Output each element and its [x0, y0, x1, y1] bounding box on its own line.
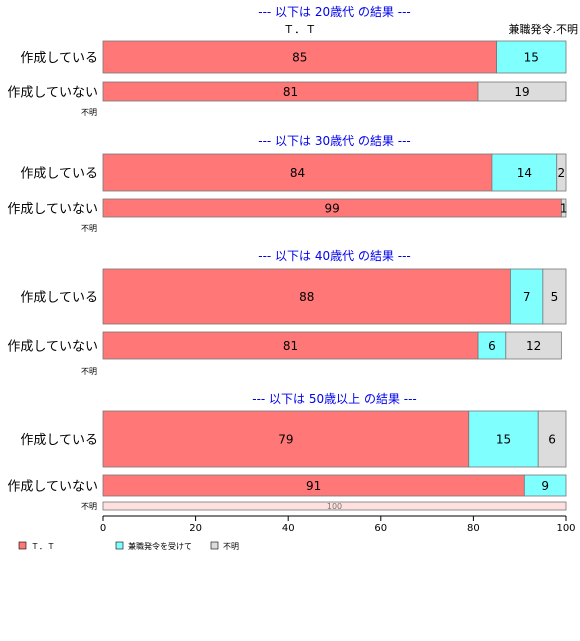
data-label: 9	[541, 479, 549, 493]
data-label: 7	[523, 290, 531, 304]
x-tick-label: 100	[556, 523, 575, 534]
data-label: 19	[514, 85, 529, 99]
panel-title: --- 以下は 40歳代 の結果 ---	[258, 249, 411, 263]
x-tick-label: 20	[189, 523, 202, 534]
x-tick-label: 40	[282, 523, 295, 534]
row-label: 作成している	[20, 291, 98, 306]
bar-segment-tt	[102, 268, 511, 325]
row-label: 作成していない	[7, 86, 98, 101]
panel-title: --- 以下は 20歳代 の結果 ---	[258, 5, 411, 19]
bar-segment-kenshoku	[523, 474, 567, 497]
bar-segment-fumei	[477, 81, 567, 102]
data-label: 100	[327, 502, 342, 511]
data-label: 88	[299, 290, 314, 304]
data-label: 85	[292, 51, 307, 65]
data-label: 6	[548, 433, 556, 447]
x-tick-label: 0	[100, 523, 106, 534]
panel-title: --- 以下は 30歳代 の結果 ---	[258, 134, 411, 148]
row-label: 作成している	[20, 167, 98, 182]
row-label: 作成している	[20, 51, 98, 66]
data-label: 12	[526, 339, 541, 353]
row-label-fumei: 不明	[81, 108, 97, 117]
bar-segment-kenshoku	[468, 410, 539, 468]
legend-swatch-kenshoku	[115, 541, 124, 550]
bar-segment-fumei	[102, 501, 567, 511]
data-label: 15	[496, 433, 511, 447]
row-label: 作成していない	[7, 340, 98, 355]
data-label: 1	[560, 202, 568, 216]
panel-title: --- 以下は 50歳以上 の結果 ---	[252, 392, 417, 406]
bar-segment-fumei	[556, 153, 567, 192]
bar-segment-fumei	[505, 331, 562, 360]
bar-segment-kenshoku	[477, 331, 507, 360]
data-label: 81	[283, 85, 298, 99]
data-label: 79	[278, 433, 293, 447]
data-label: 5	[551, 290, 559, 304]
data-label: 84	[290, 166, 305, 180]
row-label-fumei: 不明	[81, 502, 97, 511]
row-label: 作成していない	[7, 202, 98, 217]
legend-label: Ｔ．Ｔ	[31, 542, 55, 551]
data-label: 91	[306, 479, 321, 493]
legend-label: 不明	[223, 542, 239, 551]
bar-segment-fumei	[542, 268, 567, 325]
bar-segment-fumei	[537, 410, 567, 468]
bar-segment-kenshoku	[496, 40, 567, 74]
x-tick-label: 60	[374, 523, 387, 534]
header-label-kenshoku: 兼職発令.不明	[509, 22, 579, 36]
row-label: 作成していない	[7, 480, 98, 495]
data-label: 81	[283, 339, 298, 353]
row-label-fumei: 不明	[81, 224, 97, 233]
bar-segment-fumei	[560, 198, 567, 218]
row-label: 作成している	[20, 433, 98, 448]
data-label: 14	[517, 166, 532, 180]
data-label: 15	[524, 51, 539, 65]
data-label: 2	[558, 166, 566, 180]
bar-segment-tt	[102, 410, 470, 468]
legend-swatch-fumei	[210, 541, 219, 550]
header-label-tt: Ｔ．Ｔ	[283, 23, 316, 36]
data-label: 99	[325, 202, 340, 216]
x-tick-label: 80	[467, 523, 480, 534]
data-label: 6	[488, 339, 496, 353]
legend-swatch-tt	[18, 541, 27, 550]
legend-label: 兼職発令を受けて	[128, 541, 192, 551]
bar-segment-kenshoku	[510, 268, 544, 325]
row-label-fumei: 不明	[81, 367, 97, 376]
bar-segment-kenshoku	[491, 153, 558, 192]
bar-segment-tt	[102, 40, 497, 74]
